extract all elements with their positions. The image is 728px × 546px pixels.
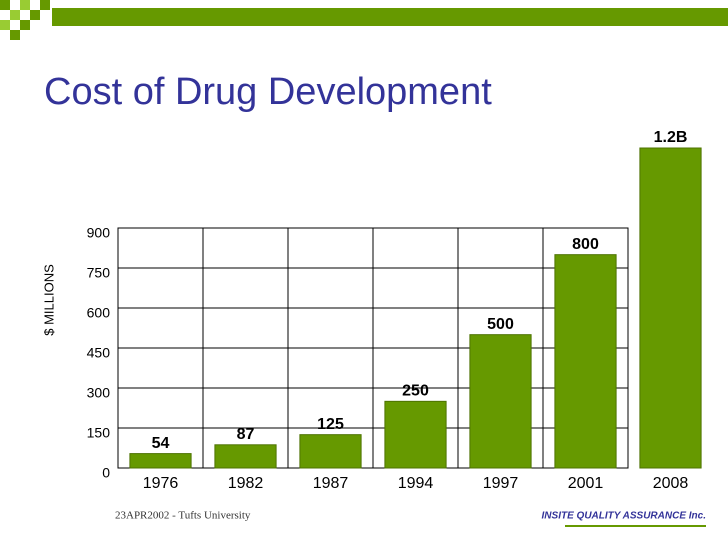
y-tick-label: 300: [87, 385, 111, 401]
x-tick-label: 2001: [568, 475, 604, 492]
x-tick-label: 1987: [313, 475, 349, 492]
data-label: 500: [487, 316, 514, 333]
bar: [469, 334, 532, 469]
data-label: 125: [317, 416, 344, 433]
x-tick-label: 2008: [653, 475, 689, 492]
logo: INSITE QUALITY ASSURANCE Inc.: [542, 511, 706, 522]
x-tick-label: 1994: [398, 475, 434, 492]
y-tick-label: 900: [87, 225, 111, 241]
chart-title: Cost of Drug Development: [44, 71, 492, 113]
y-axis-label: $ MILLIONS: [41, 264, 56, 336]
y-tick-label: 600: [87, 305, 111, 321]
y-tick-label: 0: [102, 465, 110, 481]
bar: [639, 147, 702, 469]
data-label: 1.2B: [654, 129, 688, 146]
x-tick-label: 1997: [483, 475, 519, 492]
x-tick-label: 1976: [143, 475, 179, 492]
bar: [299, 434, 362, 469]
y-tick-label: 450: [87, 345, 111, 361]
y-tick-label: 750: [87, 265, 111, 281]
y-tick-label: 150: [87, 425, 111, 441]
data-label: 54: [152, 435, 170, 452]
data-label: 87: [237, 426, 255, 443]
x-tick-label: 1982: [228, 475, 264, 492]
data-label: 250: [402, 383, 429, 400]
data-label: 800: [572, 236, 599, 253]
bar: [554, 254, 617, 469]
bar: [214, 444, 277, 469]
footer: 23APR2002 - Tufts University: [115, 510, 251, 522]
bar: [129, 453, 192, 469]
header-band: [0, 0, 728, 40]
bar: [384, 400, 447, 469]
